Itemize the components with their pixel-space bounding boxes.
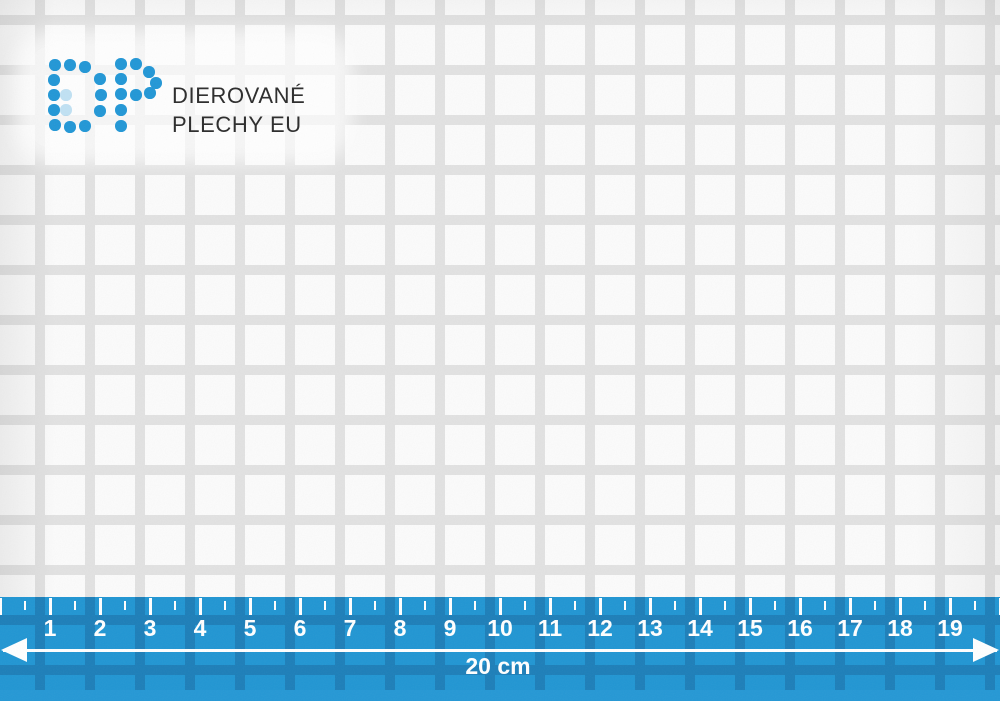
brand-line-2: PLECHY EU [172, 112, 302, 137]
cm-tick [548, 598, 552, 615]
brand-line-1: DIEROVANÉ [172, 83, 306, 108]
half-cm-tick [473, 601, 477, 610]
logo-dot [79, 120, 91, 132]
ruler-number: 2 [93, 615, 107, 641]
cm-tick [98, 598, 102, 615]
cm-tick [848, 598, 852, 615]
ruler-number: 14 [687, 615, 713, 641]
logo-dot [64, 121, 76, 133]
cm-tick [148, 598, 152, 615]
logo-dot [144, 87, 156, 99]
logo-dot [49, 119, 61, 131]
half-cm-tick [773, 601, 777, 610]
logo-dot [94, 105, 106, 117]
half-cm-tick [373, 601, 377, 610]
half-cm-tick [673, 601, 677, 610]
half-cm-tick [523, 601, 527, 610]
half-cm-tick [573, 601, 577, 610]
cm-tick [0, 598, 2, 615]
half-cm-tick [323, 601, 327, 610]
logo-dot [115, 120, 127, 132]
ruler-number: 4 [193, 615, 207, 641]
half-cm-tick [723, 601, 727, 610]
ruler-number: 15 [737, 615, 763, 641]
ruler-number: 11 [537, 615, 563, 641]
ruler-number: 9 [443, 615, 457, 641]
cm-tick [898, 598, 902, 615]
logo-dot [143, 66, 155, 78]
logo-dot [115, 104, 127, 116]
cm-tick [298, 598, 302, 615]
logo-dot [79, 61, 91, 73]
cm-tick [448, 598, 452, 615]
cm-tick [648, 598, 652, 615]
logo-dot [95, 89, 107, 101]
ruler-number: 17 [837, 615, 863, 641]
half-cm-tick [273, 601, 277, 610]
logo-dot [94, 73, 106, 85]
half-cm-tick [73, 601, 77, 610]
dimension-arrow-line [3, 649, 997, 652]
arrowhead-left-icon [1, 638, 27, 662]
logo-dot [48, 104, 60, 116]
cm-tick [248, 598, 252, 615]
cm-tick [748, 598, 752, 615]
logo-dot [49, 59, 61, 71]
cm-tick [948, 598, 952, 615]
cm-tick [398, 598, 402, 615]
ruler: 1 2 3 4 5 6 7 8 9 10 11 12 13 14 15 16 17 18 19 20 cm [0, 597, 1000, 701]
cm-tick [348, 598, 352, 615]
logo-dot [115, 88, 127, 100]
ruler-number: 13 [637, 615, 663, 641]
logo-dot [115, 73, 127, 85]
half-cm-tick [973, 601, 977, 610]
half-cm-tick [873, 601, 877, 610]
arrowhead-right-icon [973, 638, 999, 662]
ruler-number: 7 [343, 615, 357, 641]
cm-tick [498, 598, 502, 615]
ruler-number: 5 [243, 615, 257, 641]
cm-tick [48, 598, 52, 615]
half-cm-tick [123, 601, 127, 610]
half-cm-tick [173, 601, 177, 610]
logo-dot [115, 58, 127, 70]
cm-tick [798, 598, 802, 615]
cm-tick [198, 598, 202, 615]
cm-tick [598, 598, 602, 615]
ruler-number: 6 [293, 615, 307, 641]
ruler-number: 18 [887, 615, 913, 641]
ruler-number: 8 [393, 615, 407, 641]
half-cm-tick [823, 601, 827, 610]
ruler-number: 16 [787, 615, 813, 641]
ruler-bottom-strip [0, 690, 1000, 701]
logo-dot [48, 89, 60, 101]
logo-dot [64, 59, 76, 71]
logo-dot [60, 89, 72, 101]
half-cm-tick [223, 601, 227, 610]
logo-dot [60, 104, 72, 116]
ruler-number: 19 [937, 615, 963, 641]
ruler-number: 3 [143, 615, 157, 641]
half-cm-tick [23, 601, 27, 610]
logo-dot [130, 58, 142, 70]
half-cm-tick [423, 601, 427, 610]
cm-tick [698, 598, 702, 615]
half-cm-tick [623, 601, 627, 610]
dimension-label: 20 cm [465, 653, 531, 679]
brand-name: DIEROVANÉ PLECHY EU [172, 81, 305, 139]
half-cm-tick [923, 601, 927, 610]
logo-dot [48, 74, 60, 86]
ruler-number: 1 [43, 615, 57, 641]
ruler-number: 12 [587, 615, 613, 641]
logo-dot [130, 89, 142, 101]
ruler-number: 10 [487, 615, 513, 641]
